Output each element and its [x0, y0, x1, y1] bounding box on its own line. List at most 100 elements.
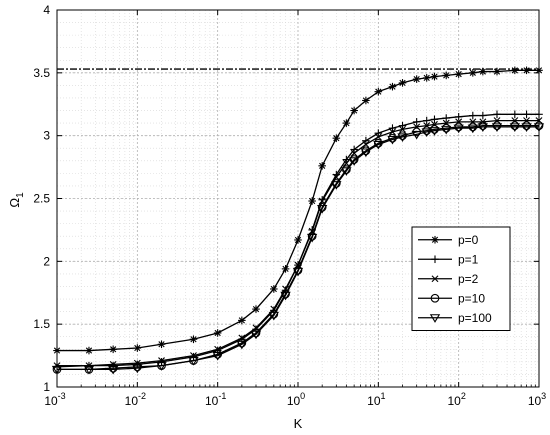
data-point-p-100 [360, 148, 372, 158]
data-point-p-0 [85, 346, 93, 355]
marker-stroke [389, 128, 396, 136]
marker-shape [349, 155, 359, 164]
data-point-p-0 [442, 71, 451, 80]
marker-shape [348, 157, 360, 166]
data-point-p-1 [454, 113, 463, 121]
data-point-p-10 [342, 165, 351, 174]
marker-shape [478, 121, 488, 130]
data-point-p-10 [317, 202, 327, 212]
data-point-p-100 [411, 130, 422, 140]
marker-stroke [362, 141, 370, 148]
legend-item-p-100: p=100 [418, 311, 492, 325]
marker-stroke [318, 197, 326, 205]
marker-shape [342, 165, 351, 174]
marker-stroke [493, 68, 501, 75]
x-tick-label-base: 10 [287, 394, 301, 408]
marker-stroke [190, 336, 197, 343]
legend-marker [430, 293, 440, 303]
y-axis-title-symbol: Ω [7, 198, 22, 208]
data-point-p-1 [511, 110, 519, 119]
data-point-p-1 [412, 118, 421, 126]
x-tick-label-base: 10 [44, 394, 58, 408]
data-point-p-10 [478, 121, 488, 130]
marker-stroke [270, 285, 277, 293]
marker-shape [281, 289, 290, 299]
marker-shape [467, 124, 478, 134]
data-point-p-0 [294, 236, 302, 244]
marker-shape [292, 267, 304, 277]
data-point-p-10 [468, 122, 478, 132]
legend-marker [431, 275, 439, 283]
y-tick-label: 3 [43, 129, 50, 143]
marker-stroke [455, 70, 462, 78]
data-point-p-10 [251, 328, 261, 338]
x-tick-label-base: 10 [528, 394, 542, 408]
marker-stroke [110, 346, 117, 353]
marker-shape [361, 146, 371, 156]
marker-shape [132, 364, 143, 374]
data-point-p-100 [348, 157, 360, 166]
marker-stroke [350, 149, 358, 157]
legend-item-p-0: p=0 [418, 233, 479, 247]
legend-marker [431, 255, 439, 264]
data-point-p-0 [422, 74, 431, 82]
y-tick-label: 1 [43, 380, 50, 394]
x-tick-label: 102 [447, 391, 465, 408]
x-tick-label-exponent: -1 [218, 391, 226, 401]
marker-shape [83, 365, 95, 375]
data-point-p-10 [108, 363, 118, 373]
data-point-p-100 [341, 167, 352, 176]
x-tick-label-base: 10 [367, 394, 381, 408]
data-point-p-0 [479, 67, 487, 76]
marker-stroke [85, 347, 93, 354]
data-point-p-100 [331, 181, 342, 190]
data-point-p-100 [453, 124, 464, 134]
marker-shape [317, 205, 328, 214]
data-point-p-1 [522, 110, 531, 119]
x-tick-label-exponent: 3 [541, 391, 546, 401]
data-point-p-2 [362, 141, 370, 148]
data-point-p-100 [387, 135, 398, 145]
x-tick-label-exponent: -3 [58, 391, 66, 401]
data-point-p-0 [252, 305, 260, 313]
data-point-p-100 [212, 352, 223, 361]
data-point-p-1 [398, 121, 407, 130]
marker-stroke [309, 197, 316, 205]
marker-shape [429, 127, 440, 136]
data-point-p-0 [109, 345, 117, 354]
x-tick-label-base: 10 [447, 394, 461, 408]
legend-label: p=2 [458, 272, 479, 286]
data-point-p-1 [479, 111, 487, 120]
marker-shape [429, 314, 441, 323]
marker-stroke [523, 67, 530, 74]
marker-shape [521, 123, 532, 132]
y-tick-label: 1.5 [33, 317, 50, 331]
series-group [51, 66, 545, 375]
legend-label: p=100 [458, 311, 492, 325]
x-tick-label: 101 [367, 391, 385, 408]
marker-shape [411, 130, 422, 140]
marker-stroke [343, 119, 350, 127]
marker-shape [280, 291, 291, 301]
x-axis-title: K [294, 416, 303, 431]
data-point-p-100 [317, 205, 328, 214]
data-point-p-1 [388, 124, 397, 132]
x-tick-label: 10-2 [125, 391, 146, 408]
marker-shape [491, 123, 503, 132]
marker-shape [317, 202, 327, 212]
data-point-p-0 [133, 344, 142, 352]
data-point-p-100 [236, 340, 248, 350]
marker-shape [360, 148, 372, 158]
x-tick-label-exponent: 2 [461, 391, 466, 401]
marker-shape [341, 167, 352, 176]
marker-stroke [294, 236, 302, 244]
data-point-p-2 [332, 173, 340, 181]
data-point-p-100 [132, 364, 143, 374]
data-point-p-10 [510, 121, 520, 130]
marker-shape [331, 181, 342, 190]
data-point-p-0 [332, 134, 341, 142]
marker-stroke [431, 73, 438, 80]
marker-shape [293, 265, 303, 275]
marker-stroke [238, 317, 245, 324]
marker-shape [132, 362, 142, 372]
